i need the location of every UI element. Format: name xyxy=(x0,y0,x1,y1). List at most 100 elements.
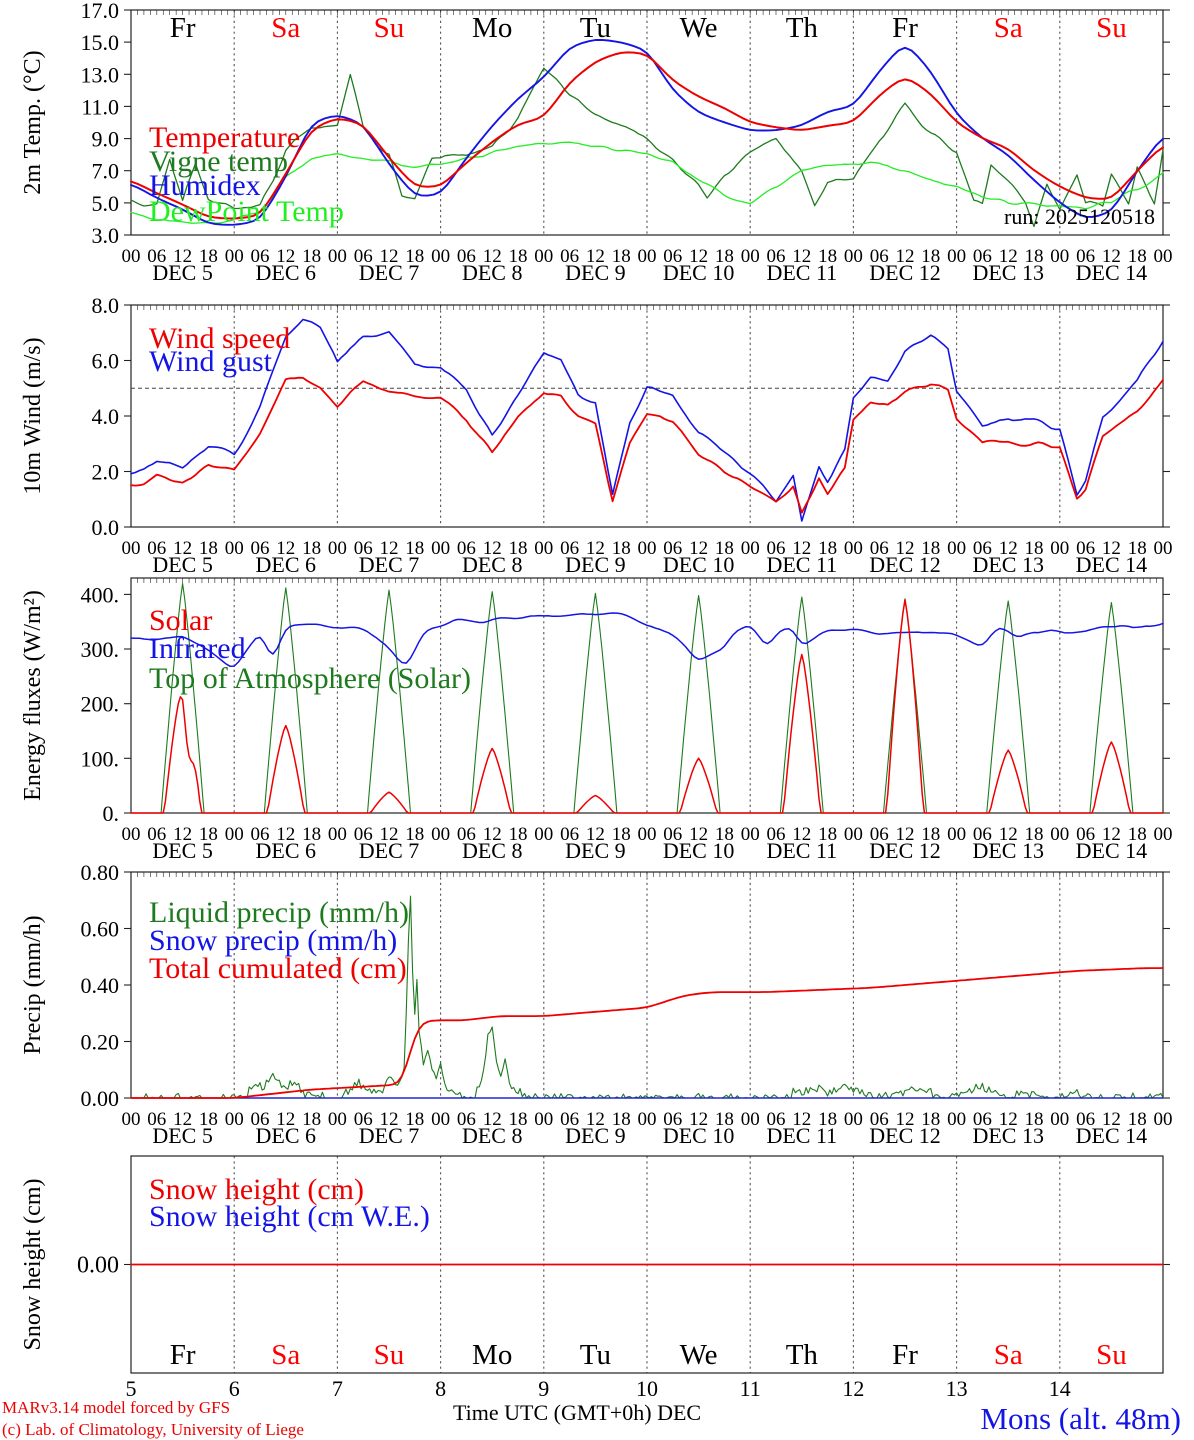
svg-text:00: 00 xyxy=(1154,1109,1173,1130)
svg-text:00: 00 xyxy=(844,1109,863,1130)
svg-text:4.0: 4.0 xyxy=(92,404,120,429)
svg-text:00: 00 xyxy=(225,824,244,845)
svg-text:0.40: 0.40 xyxy=(81,973,120,998)
svg-text:Energy fluxes (W/m²): Energy fluxes (W/m²) xyxy=(20,590,46,801)
svg-text:00: 00 xyxy=(1050,246,1069,267)
svg-text:Sa: Sa xyxy=(994,12,1023,44)
svg-text:Mo: Mo xyxy=(472,1339,512,1371)
svg-text:DEC 12: DEC 12 xyxy=(869,260,941,285)
svg-text:7: 7 xyxy=(332,1376,343,1401)
svg-text:8: 8 xyxy=(435,1376,446,1401)
svg-text:00: 00 xyxy=(534,538,553,559)
svg-text:12: 12 xyxy=(842,1376,864,1401)
svg-text:0.00: 0.00 xyxy=(77,1253,119,1279)
svg-text:DEC 11: DEC 11 xyxy=(766,1123,837,1148)
svg-text:DEC 7: DEC 7 xyxy=(359,260,420,285)
svg-text:00: 00 xyxy=(638,246,657,267)
svg-text:Infrared: Infrared xyxy=(149,632,246,665)
svg-text:0.00: 0.00 xyxy=(81,1086,120,1111)
svg-text:00: 00 xyxy=(947,824,966,845)
svg-text:run: 2025120518: run: 2025120518 xyxy=(1004,204,1155,229)
svg-text:Mons (alt. 48m): Mons (alt. 48m) xyxy=(980,1401,1181,1436)
svg-text:DEC 6: DEC 6 xyxy=(256,552,317,577)
svg-text:DEC 14: DEC 14 xyxy=(1076,552,1148,577)
svg-text:00: 00 xyxy=(1154,824,1173,845)
svg-text:Su: Su xyxy=(1096,12,1127,44)
svg-text:Su: Su xyxy=(374,1339,405,1371)
svg-text:0.20: 0.20 xyxy=(81,1030,120,1055)
svg-text:DEC 12: DEC 12 xyxy=(869,552,941,577)
svg-text:DEC 13: DEC 13 xyxy=(972,552,1044,577)
svg-text:8.0: 8.0 xyxy=(92,293,120,318)
svg-text:DEC 10: DEC 10 xyxy=(663,260,735,285)
svg-text:00: 00 xyxy=(225,246,244,267)
svg-text:DEC 5: DEC 5 xyxy=(152,1123,213,1148)
svg-text:Top of Atmosphere (Solar): Top of Atmosphere (Solar) xyxy=(149,662,471,695)
svg-text:400.: 400. xyxy=(81,582,120,607)
svg-text:DEC 6: DEC 6 xyxy=(256,260,317,285)
svg-text:00: 00 xyxy=(1050,538,1069,559)
svg-text:Th: Th xyxy=(786,1339,819,1371)
svg-text:DEC 11: DEC 11 xyxy=(766,260,837,285)
svg-text:Sa: Sa xyxy=(271,1339,300,1371)
svg-text:0.0: 0.0 xyxy=(92,515,120,540)
svg-text:9.0: 9.0 xyxy=(92,127,120,152)
svg-text:DEC 14: DEC 14 xyxy=(1076,260,1148,285)
svg-text:00: 00 xyxy=(844,538,863,559)
svg-text:00: 00 xyxy=(328,1109,347,1130)
svg-text:00: 00 xyxy=(122,538,141,559)
svg-text:0.: 0. xyxy=(103,801,120,826)
svg-text:00: 00 xyxy=(1154,538,1173,559)
svg-text:DEC 13: DEC 13 xyxy=(972,838,1044,863)
svg-text:00: 00 xyxy=(741,538,760,559)
svg-text:7.0: 7.0 xyxy=(92,159,120,184)
svg-text:6.0: 6.0 xyxy=(92,349,120,374)
svg-text:We: We xyxy=(680,1339,718,1371)
svg-text:2m Temp. (°C): 2m Temp. (°C) xyxy=(20,50,46,194)
svg-text:00: 00 xyxy=(534,1109,553,1130)
svg-text:13.0: 13.0 xyxy=(81,62,120,87)
svg-text:00: 00 xyxy=(741,246,760,267)
svg-text:00: 00 xyxy=(741,824,760,845)
svg-text:00: 00 xyxy=(947,1109,966,1130)
svg-text:00: 00 xyxy=(1050,824,1069,845)
svg-text:2.0: 2.0 xyxy=(92,460,120,485)
svg-text:Snow height (cm): Snow height (cm) xyxy=(20,1179,46,1351)
svg-text:Th: Th xyxy=(786,12,819,44)
svg-text:300.: 300. xyxy=(81,637,120,662)
svg-text:DEC 7: DEC 7 xyxy=(359,552,420,577)
svg-text:DEC 6: DEC 6 xyxy=(256,838,317,863)
svg-text:DEC 7: DEC 7 xyxy=(359,1123,420,1148)
svg-text:00: 00 xyxy=(844,824,863,845)
svg-text:DEC 9: DEC 9 xyxy=(565,260,626,285)
svg-text:DEC 10: DEC 10 xyxy=(663,552,735,577)
svg-text:DEC 8: DEC 8 xyxy=(462,1123,523,1148)
svg-text:DEC 12: DEC 12 xyxy=(869,1123,941,1148)
svg-text:0.60: 0.60 xyxy=(81,917,120,942)
svg-text:DEC 5: DEC 5 xyxy=(152,838,213,863)
svg-text:DEC 6: DEC 6 xyxy=(256,1123,317,1148)
svg-text:DEC 9: DEC 9 xyxy=(565,838,626,863)
svg-text:11.0: 11.0 xyxy=(81,94,119,119)
svg-text:DEC 9: DEC 9 xyxy=(565,1123,626,1148)
svg-text:DEC 8: DEC 8 xyxy=(462,260,523,285)
svg-text:0.80: 0.80 xyxy=(81,860,120,885)
svg-text:00: 00 xyxy=(328,824,347,845)
svg-text:00: 00 xyxy=(844,246,863,267)
svg-text:6: 6 xyxy=(229,1376,240,1401)
svg-text:Total cumulated (cm): Total cumulated (cm) xyxy=(149,952,407,985)
svg-text:Sa: Sa xyxy=(994,1339,1023,1371)
svg-text:00: 00 xyxy=(638,1109,657,1130)
svg-text:Snow height (cm W.E.): Snow height (cm W.E.) xyxy=(149,1200,430,1233)
svg-text:00: 00 xyxy=(534,246,553,267)
svg-text:00: 00 xyxy=(638,824,657,845)
svg-text:DEC 8: DEC 8 xyxy=(462,838,523,863)
svg-text:00: 00 xyxy=(328,246,347,267)
svg-text:Precip (mm/h): Precip (mm/h) xyxy=(20,915,46,1054)
svg-text:Sa: Sa xyxy=(271,12,300,44)
svg-text:We: We xyxy=(680,12,718,44)
svg-text:DEC 5: DEC 5 xyxy=(152,260,213,285)
svg-text:Fr: Fr xyxy=(170,1339,196,1371)
svg-text:00: 00 xyxy=(122,1109,141,1130)
svg-text:17.0: 17.0 xyxy=(81,0,120,23)
